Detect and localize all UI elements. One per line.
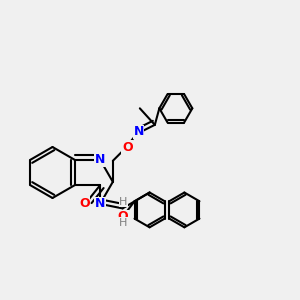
Text: H: H <box>119 197 128 207</box>
Text: O: O <box>79 197 90 210</box>
Text: N: N <box>95 153 105 166</box>
Text: H: H <box>119 218 127 227</box>
Text: N: N <box>95 197 105 210</box>
Text: O: O <box>118 210 128 223</box>
Text: O: O <box>122 141 133 154</box>
Text: N: N <box>134 125 144 138</box>
